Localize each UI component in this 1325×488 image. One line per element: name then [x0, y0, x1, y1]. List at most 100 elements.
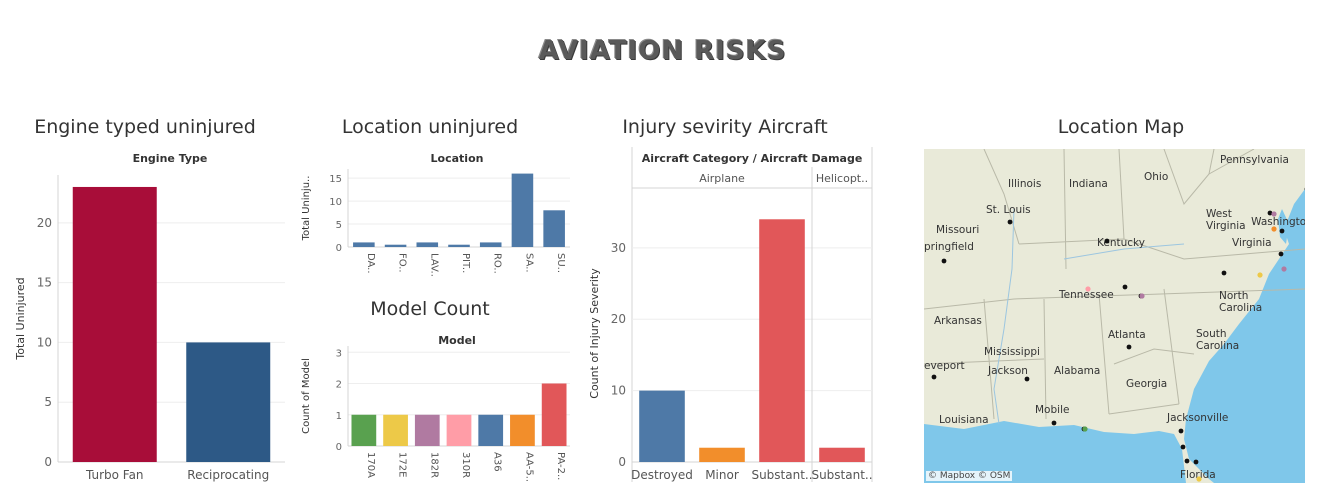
map-point: [1178, 428, 1184, 434]
map-label-virginia: Virginia: [1232, 237, 1272, 249]
x-tick-label: Destroyed: [631, 468, 693, 482]
y-tick-label: 2: [336, 380, 342, 391]
map-panel-title: Location Map: [1057, 116, 1185, 138]
map-label-west-virginia: West Virginia: [1206, 208, 1246, 232]
state-borders: [924, 149, 1305, 420]
location-map[interactable]: Pennsylvania Illinois Indiana Ohio St. Louis…: [924, 149, 1305, 483]
x-tick-label: DA..: [365, 253, 376, 274]
map-label-florida: Florida: [1180, 469, 1216, 481]
x-tick-label: RO..: [492, 253, 503, 274]
injury-severity-chart[interactable]: Aircraft Category / Aircraft Damage 0 10 20…: [576, 145, 876, 488]
map-label-south-carolina: South Carolina: [1196, 328, 1239, 352]
map-point: [1184, 458, 1190, 464]
injury-panel-title: Injury sevirity Aircraft: [622, 116, 828, 138]
x-tick-label: 170A: [365, 452, 376, 478]
rivers: [993, 208, 1185, 425]
y-tick-label: 3: [336, 348, 342, 359]
map-label-kentucky: Kentucky: [1097, 237, 1145, 249]
x-tick-label: A36: [492, 452, 503, 472]
location-chart[interactable]: Location 0 5 10 15 Total Uninju.. DA.. FO.. LAV.…: [296, 145, 572, 290]
bar-airplane-destroyed: [639, 390, 685, 462]
dashboard-title: AVIATION RISKS: [538, 36, 787, 66]
map-point: [1122, 284, 1128, 290]
x-tick-label: Turbo Fan: [85, 468, 144, 482]
y-tick-label: 15: [37, 276, 52, 290]
model-count-chart[interactable]: Model 0 1 2 3 Count of Model 170A 172E 182R 310R A…: [296, 328, 572, 488]
bar-airplane-minor: [699, 447, 745, 462]
map-point: [1279, 228, 1285, 234]
y-tick-label: 10: [329, 197, 342, 208]
x-tick-label: 310R: [460, 452, 471, 478]
map-label-illinois: Illinois: [1008, 178, 1041, 190]
map-point: [931, 374, 937, 380]
x-tick-label: PIT..: [460, 253, 471, 273]
y-tick-label: 20: [611, 312, 626, 326]
map-point-colored: [1281, 266, 1287, 272]
chart-header: Model: [438, 334, 476, 347]
map-label-tennessee: Tennessee: [1058, 289, 1114, 301]
x-tick-label: 182R: [428, 452, 439, 478]
x-tick-label: 172E: [397, 452, 408, 477]
map-point-colored: [1085, 286, 1091, 292]
map-point-colored: [1082, 426, 1088, 432]
engine-panel-title: Engine typed uninjured: [34, 116, 256, 138]
y-axis-label: Count of Model: [301, 358, 312, 434]
y-tick-label: 20: [37, 216, 52, 230]
map-point: [1180, 444, 1186, 450]
y-tick-label: 15: [329, 174, 342, 185]
group-header: Airplane: [699, 172, 745, 185]
map-point: [1104, 238, 1110, 244]
bar-su-: [543, 210, 565, 247]
bar-a36: [478, 414, 504, 446]
x-tick-label: SA..: [523, 253, 534, 273]
map-point: [1126, 344, 1132, 350]
y-tick-label: 1: [336, 411, 342, 422]
x-tick-label: FO..: [397, 253, 408, 273]
map-label-eveport: eveport: [924, 360, 965, 372]
engine-type-chart[interactable]: Engine Type 0 5 10 15 20 Total Uninjured Turbo …: [0, 145, 290, 488]
map-point: [1051, 420, 1057, 426]
y-axis-label: Count of Injury Severity: [588, 268, 601, 399]
map-label-jackson: Jackson: [987, 365, 1028, 377]
chart-header: Engine Type: [133, 152, 208, 165]
location-panel-title: Location uninjured: [341, 116, 519, 138]
bar-172e: [383, 414, 408, 446]
bar-pa-2-: [541, 383, 567, 446]
x-tick-label: Reciprocating: [187, 468, 269, 482]
x-tick-label: PA-2..: [555, 452, 566, 480]
y-tick-label: 10: [37, 335, 52, 349]
map-label-georgia: Georgia: [1126, 378, 1167, 390]
map-point: [1007, 219, 1013, 225]
map-point: [941, 258, 947, 264]
bar-helicopt--substant-: [819, 447, 865, 462]
map-point: [1278, 251, 1284, 257]
map-label-north-carolina: North Carolina: [1219, 290, 1262, 314]
bar-airplane-substant-: [759, 219, 805, 462]
map-label-missouri: Missouri: [936, 224, 979, 236]
ocean: [1184, 189, 1305, 483]
model-panel-title: Model Count: [370, 298, 490, 320]
y-tick-label: 5: [336, 220, 342, 231]
x-tick-label: SU..: [555, 253, 566, 273]
x-tick-label: LAV..: [428, 253, 439, 277]
map-point: [1193, 459, 1199, 465]
map-label-pringfield: pringfield: [924, 241, 974, 253]
x-tick-label: Substant..: [751, 468, 812, 482]
x-tick-label: Minor: [705, 468, 739, 482]
y-tick-label: 5: [44, 395, 52, 409]
gulf: [924, 421, 1186, 483]
bar-da-: [353, 242, 375, 247]
map-label-atlanta: Atlanta: [1108, 329, 1146, 341]
y-tick-label: 30: [611, 241, 626, 255]
bar-310r: [446, 414, 472, 446]
map-point-colored: [1196, 476, 1202, 482]
map-point-colored: [1257, 272, 1263, 278]
map-point: [1024, 376, 1030, 382]
map-point-colored: [1271, 226, 1277, 232]
map-label-mobile: Mobile: [1035, 404, 1069, 416]
group-header: Helicopt..: [816, 172, 868, 185]
map-label-alabama: Alabama: [1054, 365, 1100, 377]
y-tick-label: 0: [618, 455, 626, 469]
x-tick-label: Substant..: [811, 468, 872, 482]
map-point-colored: [1139, 293, 1145, 299]
